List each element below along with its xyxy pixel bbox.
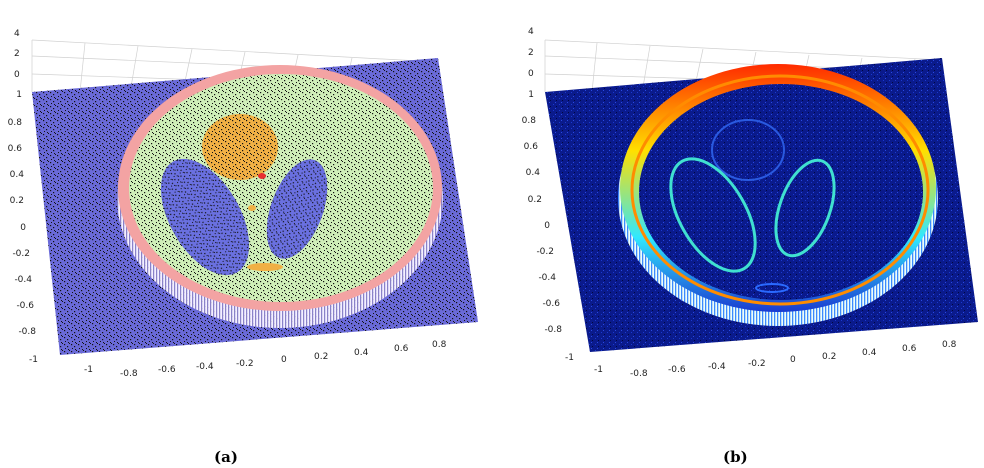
panel-b-x-tick: -0.8 <box>630 369 648 379</box>
panel-b-y-tick: 0.8 <box>522 116 537 126</box>
panel-b-x-tick: -1 <box>594 365 603 375</box>
panel-a-y-tick: 1 <box>16 90 22 100</box>
panel-a-z-tick: 4 <box>14 29 20 39</box>
panel-a-x-tick: 0 <box>281 355 287 365</box>
panel-b-y-ticks: 1 0.8 0.6 0.4 0.2 0 -0.2 -0.4 -0.6 -0.8 … <box>522 90 574 363</box>
panel-a-y-tick: -1 <box>29 355 38 365</box>
panel-a-x-tick: 0.2 <box>314 352 328 362</box>
panel-b-small-feature-edge <box>755 283 789 293</box>
panel-a-y-tick: -0.6 <box>16 301 34 311</box>
panel-a-x-tick: -0.2 <box>236 359 254 369</box>
panel-b-inner-ring-orange <box>630 74 930 306</box>
panel-a-x-tick: -0.6 <box>158 365 176 375</box>
panel-a-x-tick: -1 <box>84 365 93 375</box>
panel-b-z-tick: 2 <box>528 48 534 58</box>
panel-a-z-ticks: 4 2 0 <box>14 29 20 80</box>
panel-b-y-tick: -0.8 <box>544 325 562 335</box>
panel-b-x-tick: 0.4 <box>862 348 877 358</box>
panel-b-y-tick: -1 <box>565 353 574 363</box>
panel-b-z-tick: 4 <box>528 27 534 37</box>
panel-b-x-tick: 0.8 <box>942 340 957 350</box>
panel-a-x-tick: 0.6 <box>394 344 409 354</box>
panel-b-top-circle-edge <box>711 119 785 181</box>
panel-a-y-tick: 0.8 <box>8 118 23 128</box>
panel-a-z-tick: 0 <box>14 70 20 80</box>
panel-b-y-tick: -0.6 <box>542 299 560 309</box>
panel-b: 4 2 0 1 0.8 0.6 0.4 0.2 0 -0.2 -0.4 -0.6… <box>522 27 978 466</box>
panel-b-left-ellipse-edge <box>669 157 757 273</box>
panel-a: 4 2 0 1 0.8 0.6 0.4 0.2 0 -0.2 -0.4 -0.6… <box>8 29 478 466</box>
panel-b-x-tick: 0 <box>790 355 796 365</box>
panel-a-y-tick: -0.8 <box>18 327 36 337</box>
panel-b-y-tick: 0 <box>544 221 550 231</box>
panel-a-x-tick: 0.4 <box>354 348 369 358</box>
panel-a-y-tick: -0.2 <box>12 249 30 259</box>
panel-b-y-tick: -0.4 <box>538 273 556 283</box>
panel-b-x-tick: 0.6 <box>902 344 917 354</box>
panel-b-caption: (b) <box>723 448 748 466</box>
panel-a-y-tick: -0.4 <box>14 275 32 285</box>
panel-b-y-tick: -0.2 <box>536 247 554 257</box>
panel-a-x-tick: 0.8 <box>432 340 447 350</box>
panel-b-z-tick: 0 <box>528 69 534 79</box>
panel-a-y-tick: 0.2 <box>10 196 24 206</box>
panel-a-y-tick: 0.4 <box>10 170 25 180</box>
panel-a-x-ticks: -1 -0.8 -0.6 -0.4 -0.2 0 0.2 0.4 0.6 0.8 <box>84 340 447 379</box>
panel-a-y-ticks: 1 0.8 0.6 0.4 0.2 0 -0.2 -0.4 -0.6 -0.8 … <box>8 90 38 365</box>
panel-b-y-tick: 0.4 <box>526 168 541 178</box>
panel-a-small-feature <box>247 263 283 271</box>
panel-b-y-tick: 0.2 <box>528 195 542 205</box>
panel-b-x-tick: -0.4 <box>708 362 726 372</box>
panel-b-x-tick: 0.2 <box>822 352 836 362</box>
panel-a-x-tick: -0.4 <box>196 362 214 372</box>
panel-b-z-ticks: 4 2 0 <box>528 27 534 79</box>
panel-a-y-tick: 0 <box>20 223 26 233</box>
panel-a-x-tick: -0.8 <box>120 369 138 379</box>
panel-b-right-ellipse-edge <box>774 158 836 258</box>
panel-b-x-ticks: -1 -0.8 -0.6 -0.4 -0.2 0 0.2 0.4 0.6 0.8 <box>594 340 957 379</box>
panel-b-x-tick: -0.2 <box>748 359 766 369</box>
panel-a-caption: (a) <box>214 448 238 466</box>
panel-b-x-tick: -0.6 <box>668 365 686 375</box>
panel-a-y-tick: 0.6 <box>8 144 23 154</box>
panel-b-y-tick: 0.6 <box>524 142 539 152</box>
panel-b-y-tick: 1 <box>528 90 534 100</box>
panel-a-z-tick: 2 <box>14 49 20 59</box>
